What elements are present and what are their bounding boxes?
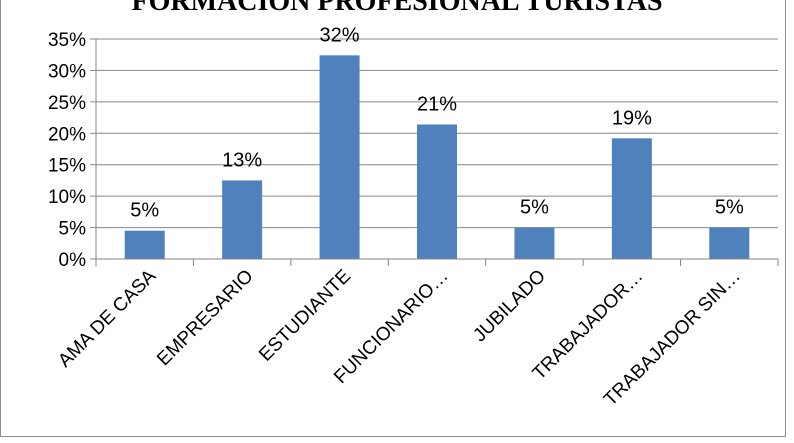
y-tick-label: 5% [59, 219, 87, 240]
y-tick-label: 0% [59, 250, 87, 271]
data-label: 32% [320, 24, 360, 46]
bar [709, 227, 750, 259]
y-tick-label: 30% [48, 61, 86, 82]
data-label: 5% [715, 197, 744, 219]
y-tick-label: 35% [48, 30, 86, 51]
bar [611, 138, 652, 259]
y-tick-label: 25% [48, 93, 86, 114]
bar [319, 55, 360, 259]
chart-title: FORMACION PROFESIONAL TURISTAS [131, 0, 663, 17]
bar [417, 124, 457, 259]
y-tick-label: 20% [48, 124, 86, 145]
category-label: JUBILADO [469, 266, 550, 347]
y-tick-label: 10% [48, 187, 86, 208]
data-label: 21% [417, 93, 457, 115]
category-label: ESTUDIANTE [255, 266, 355, 366]
category-label: AMA DE CASA [54, 265, 160, 371]
chart-frame [0, 0, 786, 437]
y-tick-label: 15% [48, 156, 86, 177]
bar [124, 230, 165, 259]
category-label: EMPRESARIO [153, 266, 257, 370]
bars [124, 55, 750, 259]
bar [222, 180, 263, 259]
data-label: 13% [222, 149, 262, 171]
y-axis-ticks: 0% 5% 10% 15% 20% 25% 30% 35% [48, 30, 96, 271]
data-label: 5% [130, 200, 159, 222]
x-axis-categories: AMA DE CASAEMPRESARIOESTUDIANTEFUNCIONAR… [54, 265, 745, 410]
data-label: 19% [612, 107, 652, 129]
data-labels: 5% 13% 32% 21% 5% 19% 5% [130, 24, 744, 221]
axes [95, 39, 779, 266]
data-label: 5% [520, 197, 549, 219]
bar [514, 227, 555, 259]
